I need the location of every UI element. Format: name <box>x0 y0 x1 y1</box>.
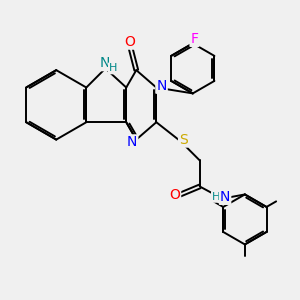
Text: N: N <box>127 135 137 149</box>
Text: N: N <box>100 56 110 70</box>
Text: H: H <box>212 192 220 202</box>
Text: O: O <box>169 188 180 202</box>
Text: N: N <box>156 79 167 93</box>
Text: F: F <box>190 32 199 46</box>
Text: N: N <box>220 190 230 204</box>
Text: S: S <box>179 133 188 147</box>
Text: O: O <box>124 35 136 49</box>
Text: H: H <box>109 63 117 74</box>
